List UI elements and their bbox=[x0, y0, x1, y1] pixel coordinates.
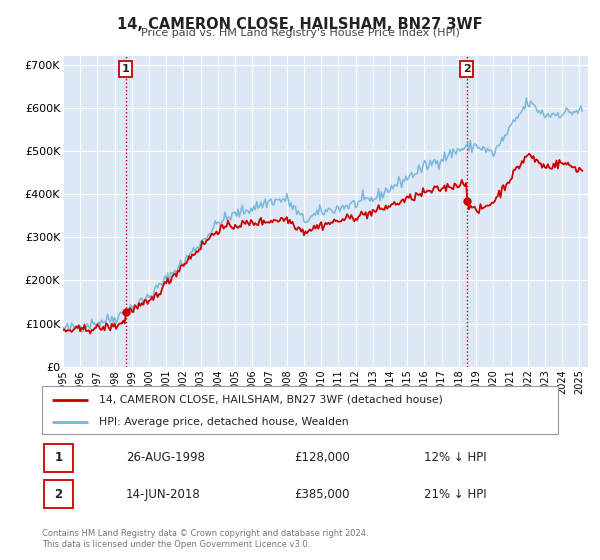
Text: 14, CAMERON CLOSE, HAILSHAM, BN27 3WF: 14, CAMERON CLOSE, HAILSHAM, BN27 3WF bbox=[117, 17, 483, 32]
Text: 1: 1 bbox=[55, 451, 62, 464]
Text: 14, CAMERON CLOSE, HAILSHAM, BN27 3WF (detached house): 14, CAMERON CLOSE, HAILSHAM, BN27 3WF (d… bbox=[99, 395, 443, 405]
FancyBboxPatch shape bbox=[42, 386, 558, 434]
Text: 12% ↓ HPI: 12% ↓ HPI bbox=[424, 451, 486, 464]
Text: 21% ↓ HPI: 21% ↓ HPI bbox=[424, 488, 486, 501]
Text: 14-JUN-2018: 14-JUN-2018 bbox=[126, 488, 201, 501]
FancyBboxPatch shape bbox=[44, 480, 73, 508]
Text: 26-AUG-1998: 26-AUG-1998 bbox=[126, 451, 205, 464]
Text: 1: 1 bbox=[122, 64, 130, 74]
FancyBboxPatch shape bbox=[44, 444, 73, 472]
Text: £128,000: £128,000 bbox=[294, 451, 350, 464]
Text: £385,000: £385,000 bbox=[294, 488, 349, 501]
Text: 2: 2 bbox=[55, 488, 62, 501]
Text: Price paid vs. HM Land Registry's House Price Index (HPI): Price paid vs. HM Land Registry's House … bbox=[140, 28, 460, 38]
Text: 2: 2 bbox=[463, 64, 470, 74]
Text: HPI: Average price, detached house, Wealden: HPI: Average price, detached house, Weal… bbox=[99, 417, 349, 427]
Text: Contains HM Land Registry data © Crown copyright and database right 2024.
This d: Contains HM Land Registry data © Crown c… bbox=[42, 529, 368, 549]
